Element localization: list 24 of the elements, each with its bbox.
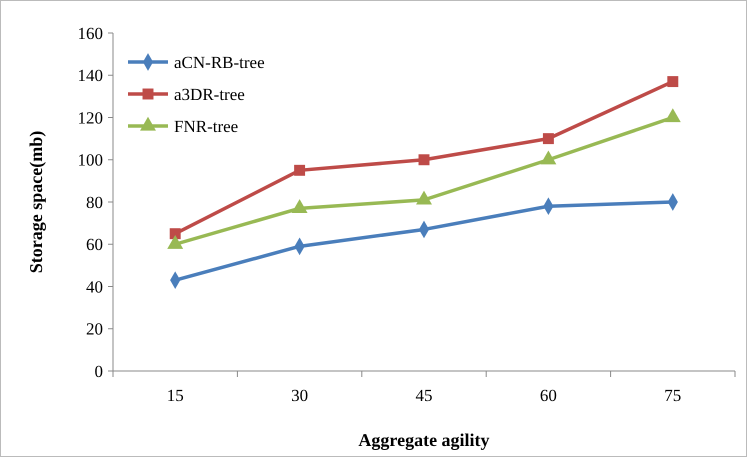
point xyxy=(418,154,430,166)
point xyxy=(170,228,181,240)
y-tick-label: 100 xyxy=(78,150,103,170)
legend-label: FNR-tree xyxy=(174,116,238,136)
y-tick-label: 20 xyxy=(86,320,103,339)
x-tick-label: 15 xyxy=(166,386,184,405)
y-axis-title: Storage space(mb) xyxy=(26,130,46,274)
y-tick-label: 160 xyxy=(78,24,103,43)
x-tick-label: 45 xyxy=(416,386,432,405)
x-axis-title: Aggregate agility xyxy=(358,430,490,450)
legend-label: a3DR-tree xyxy=(174,84,245,104)
legend-label: aCN-RB-tree xyxy=(174,52,265,72)
x-tick-label: 60 xyxy=(540,386,557,405)
point xyxy=(542,133,554,144)
y-tick-label: 40 xyxy=(86,277,103,296)
point xyxy=(294,164,306,176)
x-tick-label: 30 xyxy=(291,386,308,405)
y-tick-label: 80 xyxy=(86,192,103,212)
point xyxy=(667,76,678,88)
y-tick-label: 60 xyxy=(86,235,103,254)
y-tick-label: 0 xyxy=(94,362,103,381)
y-tick-label: 120 xyxy=(78,108,103,128)
y-tick-label: 140 xyxy=(78,66,103,86)
x-tick-label: 75 xyxy=(664,386,682,405)
